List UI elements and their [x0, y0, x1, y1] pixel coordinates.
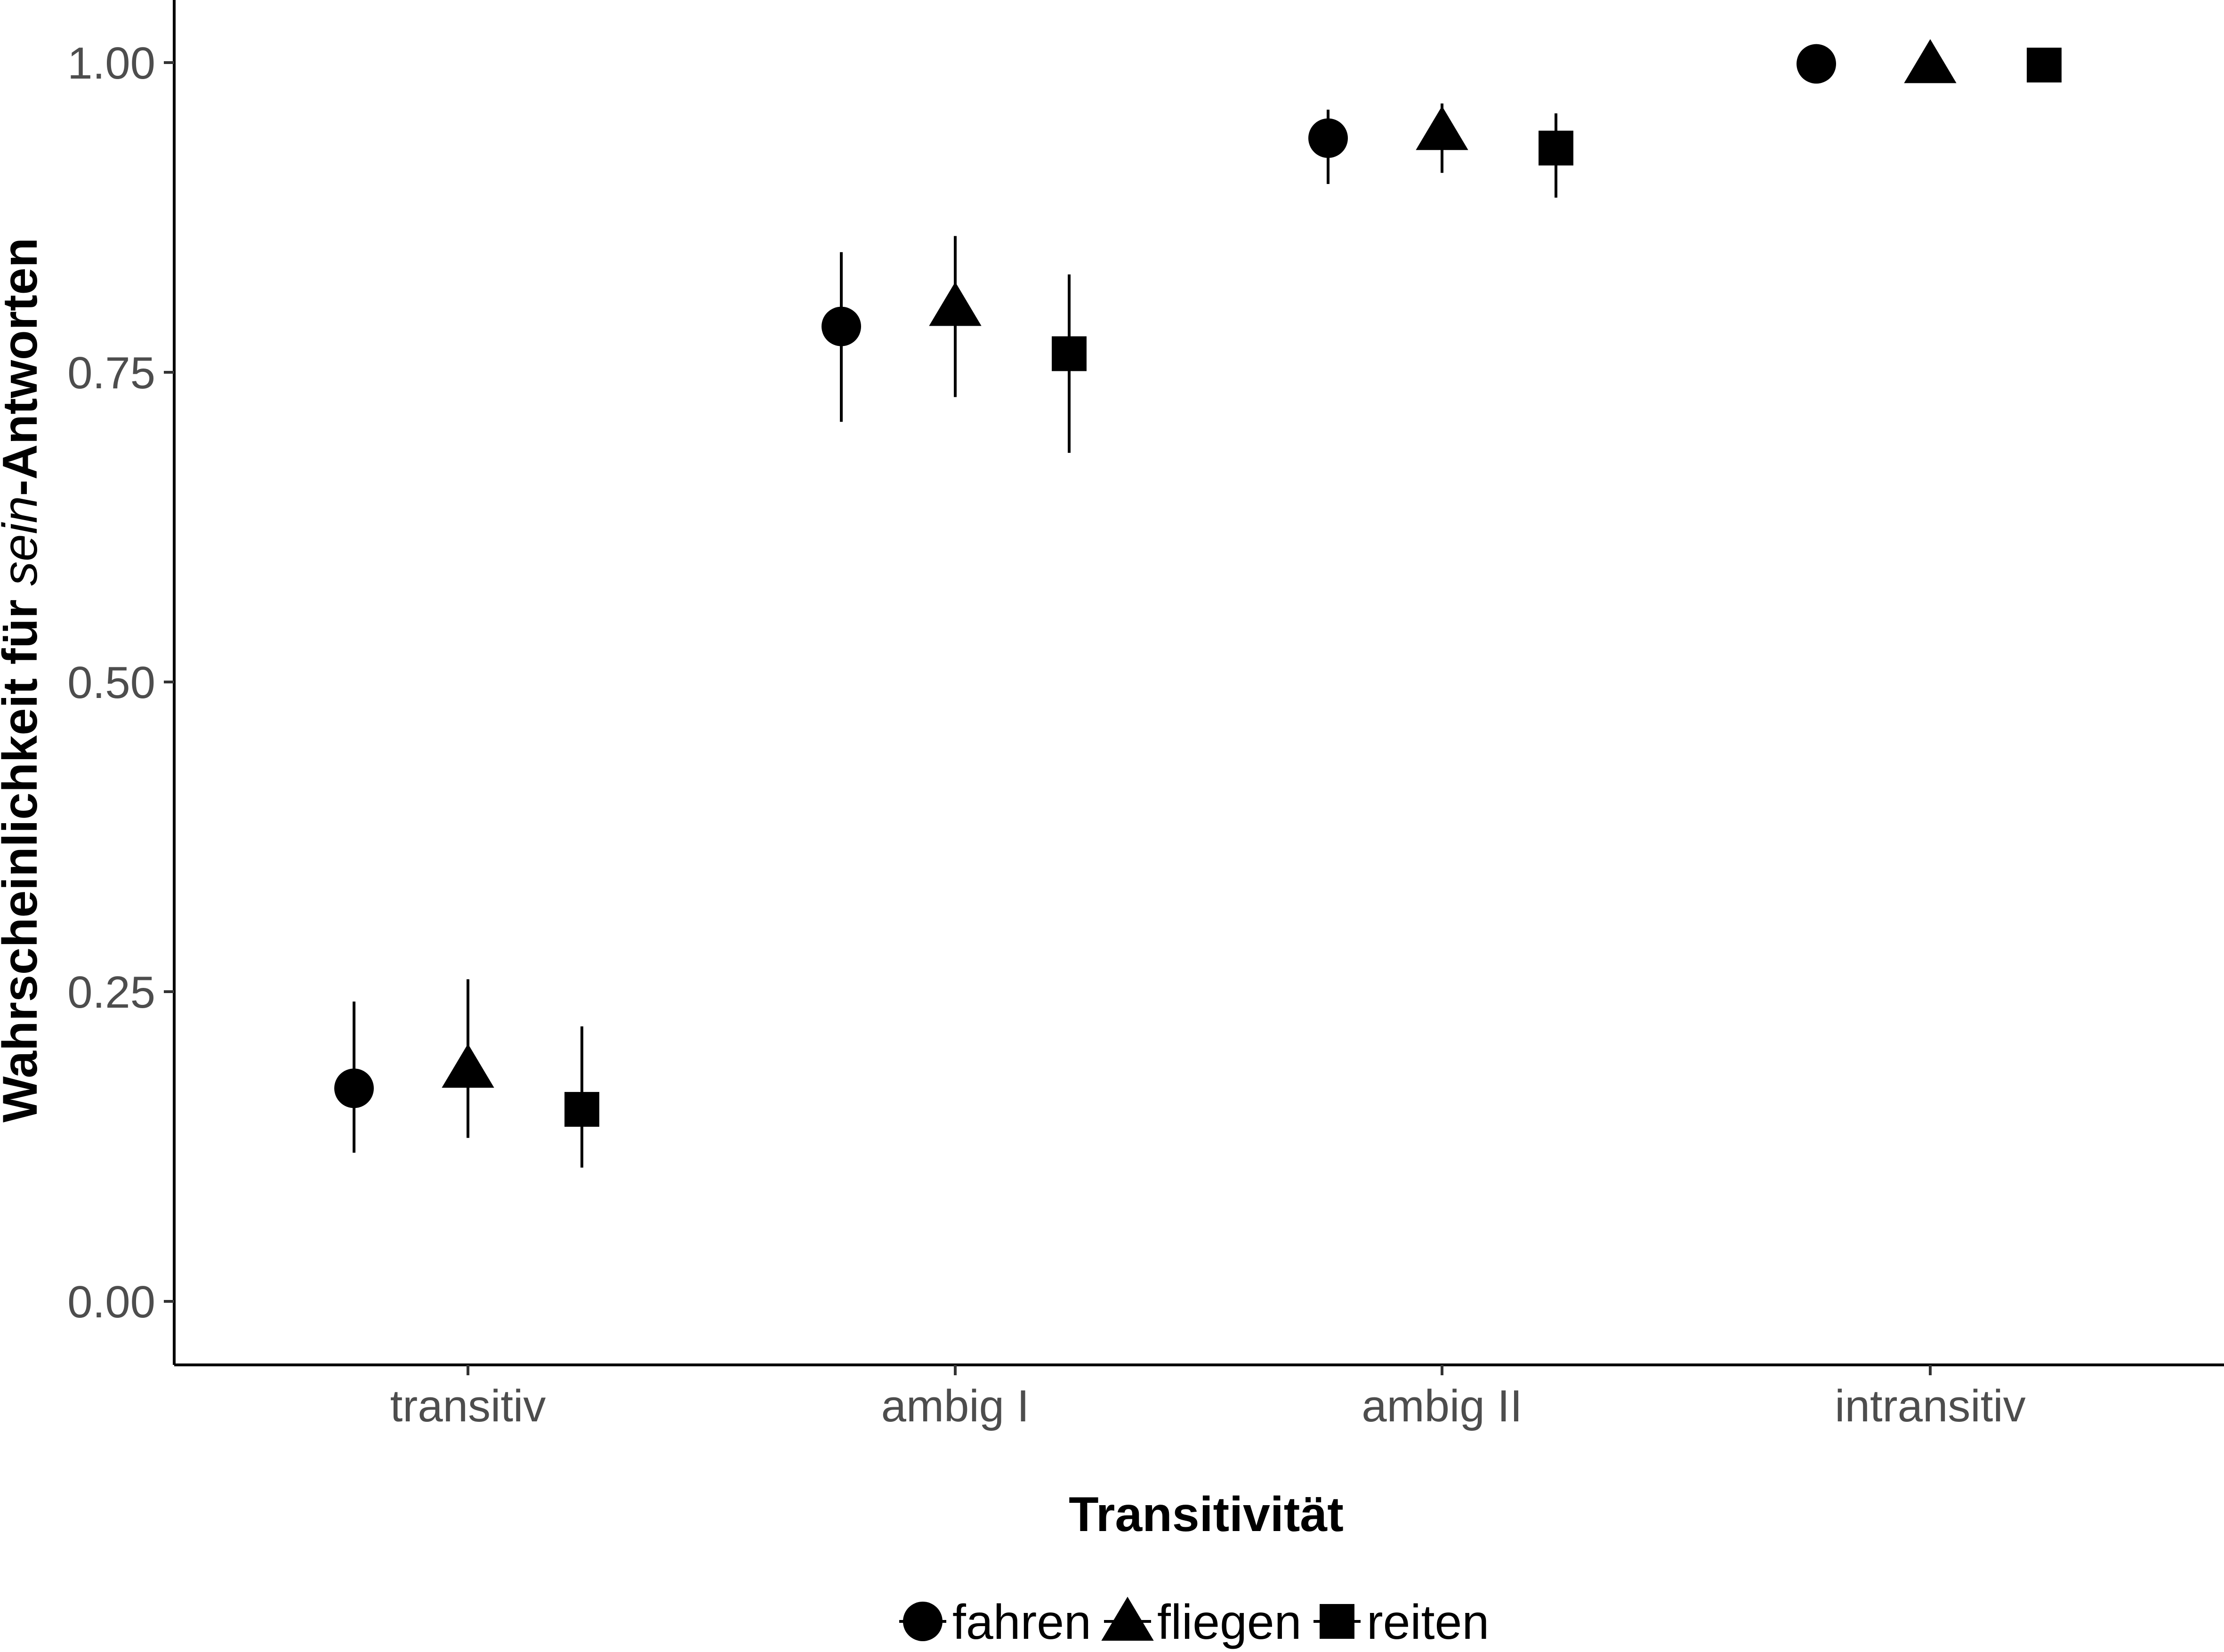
- y-axis-title-prefix: Wahrscheinlichkeit für: [0, 586, 48, 1123]
- point-reiten: [2027, 48, 2062, 83]
- y-tick-label: 0.50: [67, 658, 155, 708]
- point-reiten: [564, 1092, 599, 1127]
- legend: fahren fliegen reiten: [899, 1595, 1489, 1650]
- x-axis-title: Transitivität: [1069, 1487, 1344, 1542]
- x-tick-label: transitiv: [390, 1381, 546, 1431]
- point-fahren: [822, 306, 861, 346]
- y-axis-title: Wahrscheinlichkeit für sein-Antworten: [0, 238, 48, 1123]
- point-fliegen: [929, 282, 982, 326]
- legend-key-fliegen: [1101, 1596, 1154, 1641]
- point-fliegen: [442, 1043, 494, 1088]
- legend-key-fahren: [903, 1602, 943, 1641]
- y-axis-title-italic: sein: [0, 496, 48, 586]
- legend-label-fliegen: fliegen: [1157, 1595, 1301, 1650]
- point-fahren: [1308, 118, 1348, 158]
- point-fliegen: [1904, 39, 1957, 83]
- y-tick-label: 0.25: [67, 967, 155, 1018]
- y-tick-label: 0.00: [67, 1277, 155, 1327]
- x-tick-label: ambig I: [881, 1381, 1030, 1431]
- point-fahren: [1797, 44, 1836, 84]
- x-ticks-group: transitiv ambig I ambig II intransitiv: [390, 1365, 2026, 1431]
- marks-group: [334, 39, 2062, 1168]
- legend-label-fahren: fahren: [952, 1595, 1091, 1650]
- y-tick-label: 1.00: [67, 38, 155, 88]
- y-ticks-group: 0.00 0.25 0.50 0.75 1.00: [67, 38, 174, 1327]
- x-tick-label: intransitiv: [1835, 1381, 2025, 1431]
- y-axis-title-suffix: -Antworten: [0, 238, 48, 496]
- x-tick-label: ambig II: [1362, 1381, 1522, 1431]
- axes-group: [173, 0, 2224, 1366]
- legend-key-reiten: [1320, 1604, 1354, 1639]
- legend-label-reiten: reiten: [1367, 1595, 1489, 1650]
- point-fliegen: [1416, 106, 1468, 150]
- point-fahren: [334, 1068, 374, 1108]
- point-reiten: [1539, 130, 1573, 166]
- point-reiten: [1052, 336, 1087, 371]
- y-tick-label: 0.75: [67, 348, 155, 398]
